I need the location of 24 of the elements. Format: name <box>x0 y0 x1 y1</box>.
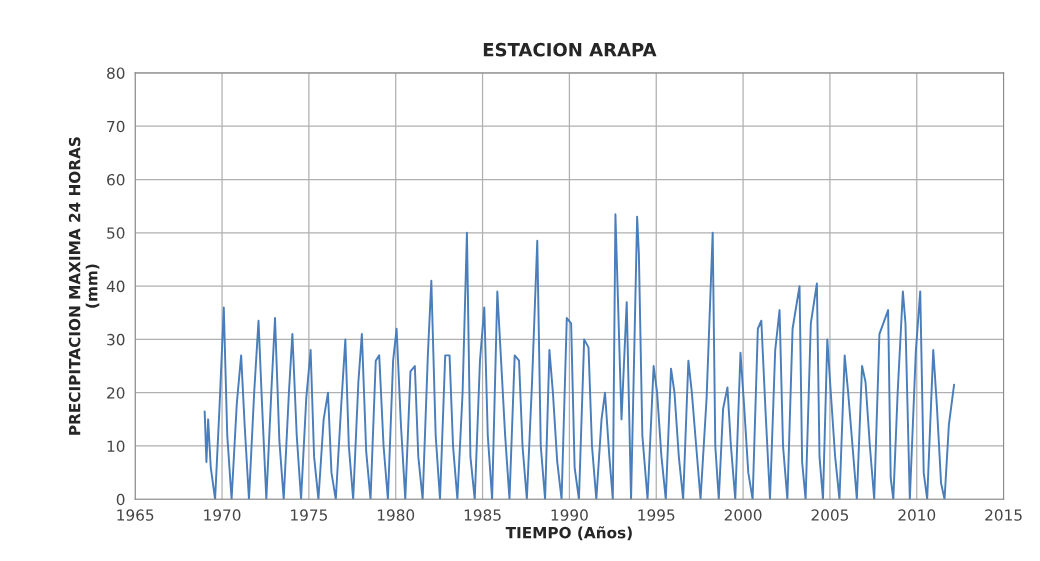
x-tick-label: 1985 <box>464 509 501 521</box>
y-tick-label: 20 <box>107 387 125 399</box>
y-axis-title: PRECIPITACION MAXIMA 24 HORAS (mm) <box>68 137 100 435</box>
x-tick-label: 2015 <box>985 509 1022 521</box>
y-tick-label: 70 <box>107 120 125 133</box>
x-tick-label: 1980 <box>377 509 415 521</box>
chart-title: ESTACION ARAPA <box>483 42 657 57</box>
x-tick-label: 1970 <box>204 509 241 521</box>
y-tick-label: 50 <box>107 227 125 239</box>
y-tick-label: 30 <box>107 333 125 346</box>
x-tick-label: 1975 <box>291 509 327 521</box>
y-tick-label: 60 <box>107 173 125 186</box>
x-axis-title: TIEMPO (Años) <box>505 526 632 541</box>
x-tick-label: 2000 <box>724 509 762 521</box>
x-tick-label: 1995 <box>638 509 675 521</box>
x-tick-label: 1965 <box>117 509 154 521</box>
y-tick-label: 40 <box>106 280 125 293</box>
y-tick-label: 10 <box>107 440 125 453</box>
x-tick-label: 2010 <box>898 509 936 521</box>
x-tick-label: 1990 <box>551 509 588 521</box>
line-series <box>203 213 956 500</box>
y-tick-label: 80 <box>107 67 125 79</box>
y-tick-label: 0 <box>116 493 125 506</box>
x-tick-label: 2005 <box>811 509 849 521</box>
